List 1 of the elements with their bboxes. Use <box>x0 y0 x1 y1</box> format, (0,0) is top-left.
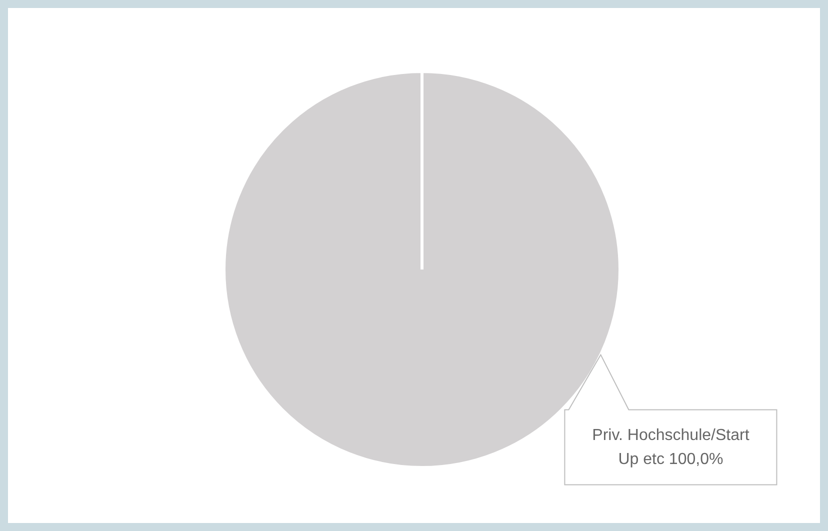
slice-label: Priv. Hochschule/Start Up etc 100,0% <box>592 427 750 468</box>
